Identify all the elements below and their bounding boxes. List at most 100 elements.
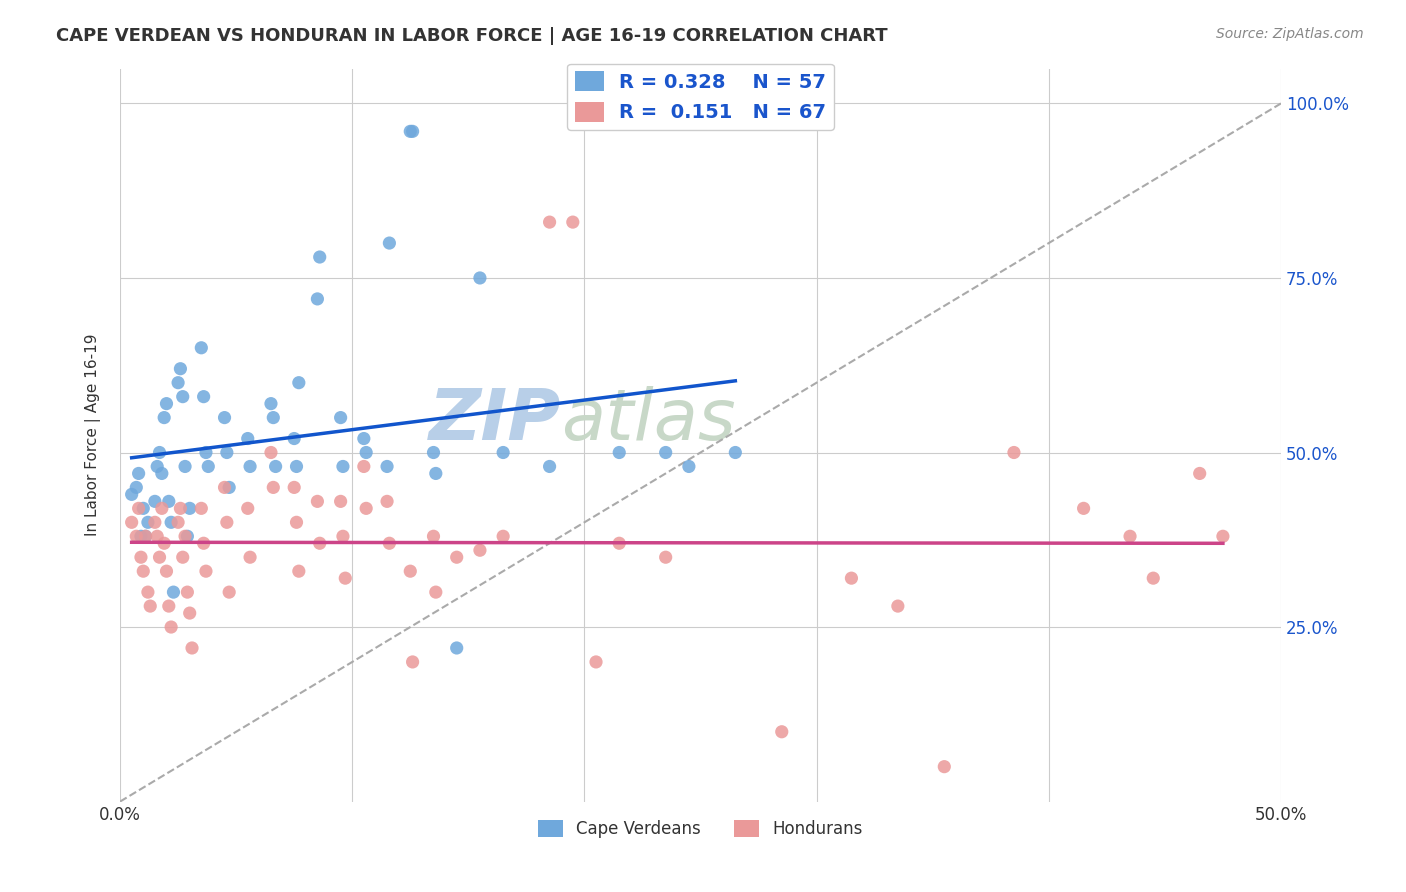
- Point: [1142, 571, 1164, 585]
- Point: [375, 494, 398, 508]
- Point: [1188, 467, 1211, 481]
- Point: [215, 516, 238, 530]
- Point: [492, 529, 515, 543]
- Point: [607, 536, 630, 550]
- Point: [150, 467, 173, 481]
- Point: [129, 529, 152, 543]
- Point: [1119, 529, 1142, 543]
- Point: [283, 432, 305, 446]
- Point: [190, 501, 212, 516]
- Point: [129, 550, 152, 565]
- Point: [353, 432, 375, 446]
- Point: [162, 585, 184, 599]
- Point: [378, 536, 401, 550]
- Point: [399, 124, 422, 138]
- Point: [329, 494, 352, 508]
- Point: [193, 536, 215, 550]
- Point: [169, 361, 191, 376]
- Point: [654, 550, 676, 565]
- Point: [724, 445, 747, 459]
- Point: [308, 250, 330, 264]
- Text: CAPE VERDEAN VS HONDURAN IN LABOR FORCE | AGE 16-19 CORRELATION CHART: CAPE VERDEAN VS HONDURAN IN LABOR FORCE …: [56, 27, 887, 45]
- Point: [128, 467, 150, 481]
- Point: [561, 215, 583, 229]
- Point: [160, 516, 183, 530]
- Point: [770, 724, 793, 739]
- Point: [607, 445, 630, 459]
- Point: [399, 564, 422, 578]
- Point: [422, 529, 444, 543]
- Point: [157, 494, 180, 508]
- Point: [174, 529, 197, 543]
- Point: [153, 536, 176, 550]
- Point: [179, 501, 201, 516]
- Point: [197, 459, 219, 474]
- Point: [155, 397, 177, 411]
- Point: [538, 215, 561, 229]
- Point: [585, 655, 607, 669]
- Point: [492, 445, 515, 459]
- Point: [260, 397, 283, 411]
- Point: [260, 445, 283, 459]
- Point: [193, 390, 215, 404]
- Text: ZIP: ZIP: [429, 386, 561, 455]
- Point: [190, 341, 212, 355]
- Point: [236, 432, 259, 446]
- Point: [172, 390, 194, 404]
- Legend: Cape Verdeans, Hondurans: Cape Verdeans, Hondurans: [531, 813, 870, 845]
- Point: [468, 271, 491, 285]
- Point: [215, 445, 238, 459]
- Point: [121, 516, 143, 530]
- Point: [169, 501, 191, 516]
- Point: [194, 564, 217, 578]
- Point: [146, 459, 169, 474]
- Point: [425, 585, 447, 599]
- Point: [132, 564, 155, 578]
- Point: [194, 445, 217, 459]
- Point: [179, 606, 201, 620]
- Point: [239, 550, 262, 565]
- Point: [167, 516, 190, 530]
- Point: [236, 501, 259, 516]
- Point: [841, 571, 863, 585]
- Point: [214, 410, 236, 425]
- Point: [446, 640, 468, 655]
- Point: [239, 459, 262, 474]
- Point: [172, 550, 194, 565]
- Point: [125, 480, 148, 494]
- Point: [132, 501, 155, 516]
- Point: [678, 459, 700, 474]
- Point: [262, 480, 284, 494]
- Point: [288, 564, 311, 578]
- Point: [176, 529, 198, 543]
- Point: [136, 585, 159, 599]
- Point: [288, 376, 311, 390]
- Point: [148, 445, 170, 459]
- Point: [887, 599, 910, 613]
- Point: [934, 759, 956, 773]
- Point: [135, 529, 157, 543]
- Point: [181, 640, 204, 655]
- Point: [214, 480, 236, 494]
- Point: [446, 550, 468, 565]
- Point: [135, 529, 157, 543]
- Point: [422, 445, 444, 459]
- Y-axis label: In Labor Force | Age 16-19: In Labor Force | Age 16-19: [86, 334, 101, 536]
- Text: atlas: atlas: [561, 386, 735, 455]
- Point: [148, 550, 170, 565]
- Point: [218, 585, 240, 599]
- Point: [308, 536, 330, 550]
- Point: [401, 655, 423, 669]
- Point: [153, 410, 176, 425]
- Point: [136, 516, 159, 530]
- Point: [332, 529, 354, 543]
- Point: [1002, 445, 1025, 459]
- Point: [1212, 529, 1234, 543]
- Point: [468, 543, 491, 558]
- Point: [654, 445, 676, 459]
- Point: [401, 124, 423, 138]
- Point: [307, 292, 329, 306]
- Point: [354, 501, 377, 516]
- Point: [167, 376, 190, 390]
- Point: [155, 564, 177, 578]
